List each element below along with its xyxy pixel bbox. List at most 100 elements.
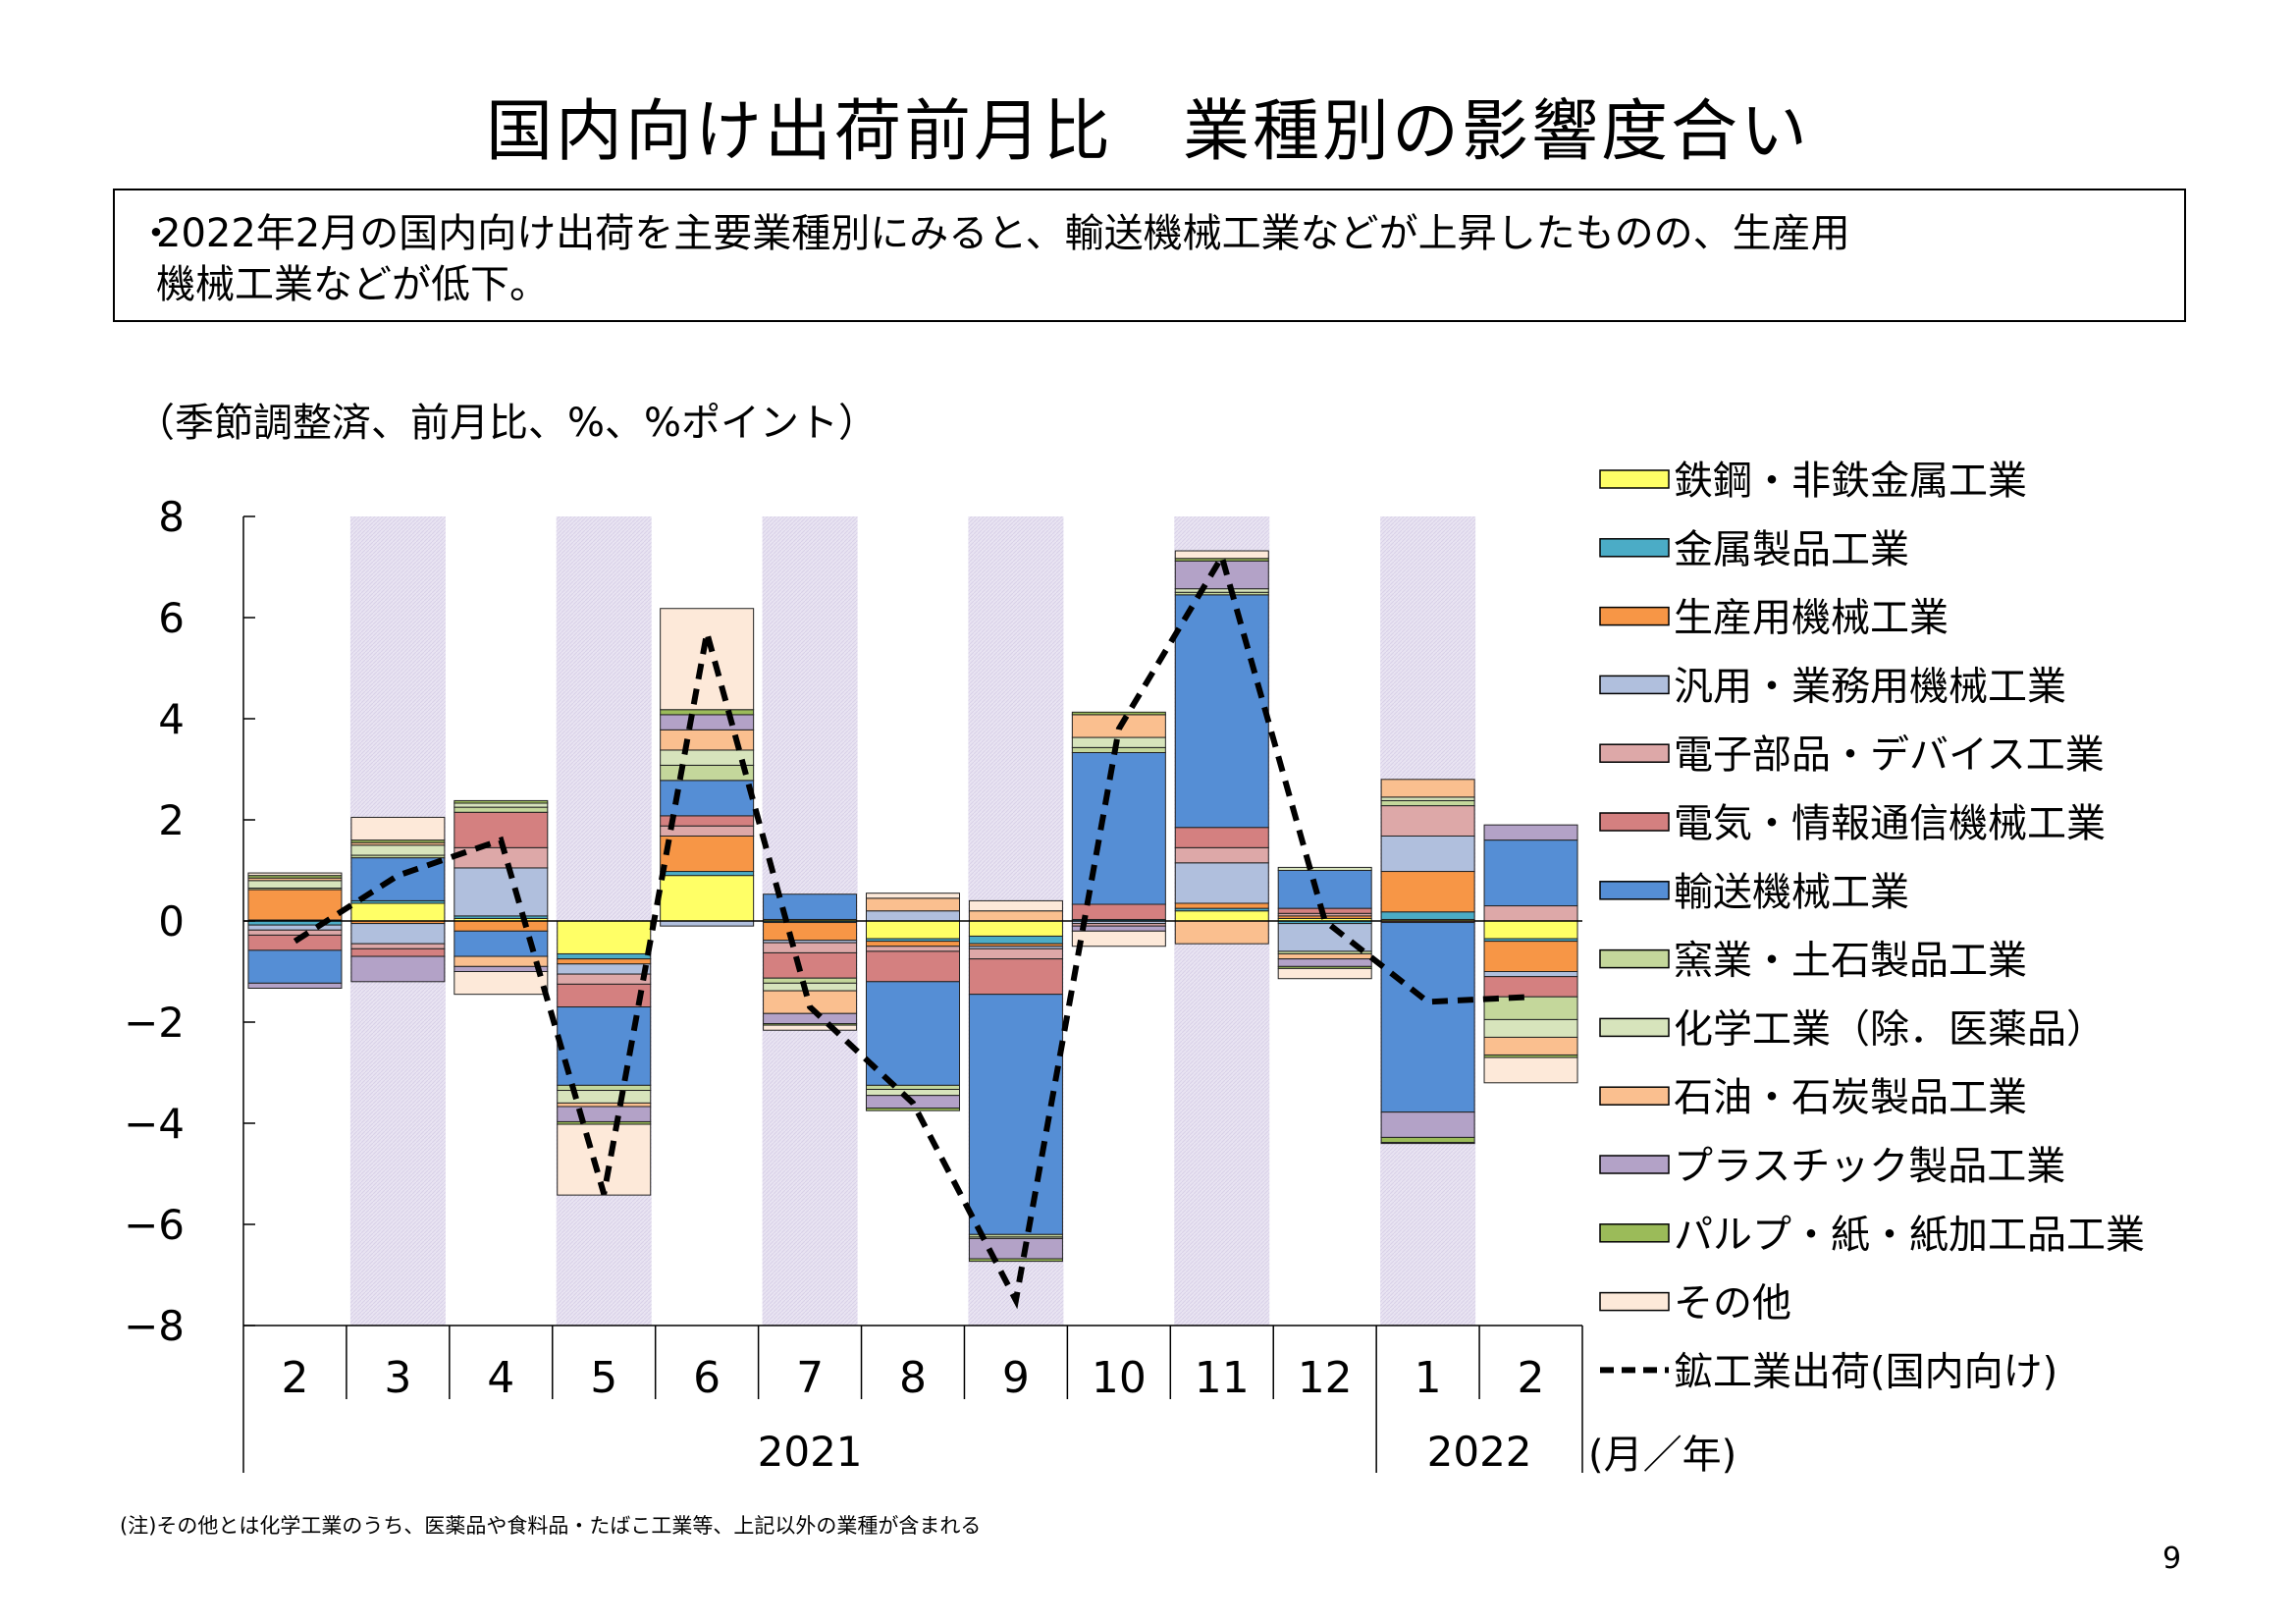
x-tick-label: 12 [1298, 1353, 1353, 1403]
x-tick-label: 3 [384, 1353, 411, 1403]
bar-segment [660, 714, 755, 731]
unit-note: （季節調整済、前月比、%、%ポイント） [135, 401, 878, 446]
footnote: (注)その他とは化学工業のうち、医薬品や食料品・たばこ工業等、上記以外の業種が含… [120, 1514, 982, 1538]
legend-swatch [1599, 948, 1670, 969]
x-tick-label: 9 [1002, 1353, 1030, 1403]
x-tick-label: 11 [1195, 1353, 1250, 1403]
bar-segment [454, 920, 549, 932]
bar-segment [866, 981, 960, 1086]
y-tick-label: 2 [158, 796, 185, 844]
bar-segment [1174, 920, 1269, 945]
x-tick-label: 1 [1415, 1353, 1442, 1403]
y-tick-label: 0 [158, 897, 185, 946]
legend-label: 電気・情報通信機械工業 [1674, 801, 2106, 846]
bar-segment [1174, 862, 1269, 904]
bar-segment [247, 949, 343, 984]
legend-swatch [1599, 538, 1670, 558]
bar-segment [1071, 711, 1166, 716]
bar-segment [247, 934, 343, 951]
bar-segment [1380, 799, 1475, 807]
stacked-bars [247, 550, 1578, 1263]
legend-swatch [1599, 606, 1670, 626]
bar-segment [660, 764, 755, 782]
bar-segment [557, 952, 652, 960]
legend-label: 生産用機械工業 [1674, 596, 1949, 641]
bar-segment [1483, 971, 1578, 978]
x-tick-label: 6 [693, 1353, 721, 1403]
bar-segment [1483, 976, 1578, 998]
bar-segment [454, 799, 549, 804]
summary-line-1: ・ 2022年2月の国内向け出荷を主要業種別にみると、輸送機械工業などが上昇した… [134, 208, 2164, 259]
year-label: 2022 [1427, 1428, 1532, 1476]
y-tick-label: −8 [124, 1302, 185, 1350]
y-tick-label: 4 [158, 695, 185, 743]
bar-segment [968, 910, 1063, 922]
page-title: 国内向け出荷前月比 業種別の影響度合い [485, 93, 1810, 171]
bar-segment [1380, 779, 1475, 798]
bar-segment [1380, 796, 1475, 801]
legend-label: 化学工業（除．医薬品） [1674, 1006, 2106, 1052]
bar-segment [1483, 1056, 1578, 1084]
bar-segment [1380, 922, 1475, 1113]
total-line [293, 549, 1531, 1310]
bar-segment [968, 994, 1063, 1235]
bar-segment [350, 943, 446, 949]
legend-swatch [1599, 881, 1670, 900]
x-tick-label: 7 [796, 1353, 824, 1403]
bar-segment [247, 929, 343, 936]
bar-segment [866, 1084, 960, 1090]
x-tick-label: 10 [1092, 1353, 1147, 1403]
bar-segment [350, 947, 446, 957]
bar-segment [1071, 752, 1166, 905]
summary-text-1: 2022年2月の国内向け出荷を主要業種別にみると、輸送機械工業などが上昇したもの… [156, 211, 1850, 256]
x-tick-label: 8 [899, 1353, 927, 1403]
bar-segment [763, 951, 858, 979]
bar-segment [1380, 1136, 1475, 1144]
bar-segment [350, 902, 446, 922]
x-tick-label: 4 [487, 1353, 514, 1403]
legend-label: その他 [1674, 1281, 1791, 1326]
legend-swatch [1599, 1017, 1670, 1038]
summary-box: ・ 2022年2月の国内向け出荷を主要業種別にみると、輸送機械工業などが上昇した… [113, 189, 2186, 322]
bar-segment [1174, 550, 1269, 560]
bar-segment [454, 971, 549, 996]
bar-segment [1277, 967, 1372, 980]
summary-line-2: 機械工業などが低下。 [134, 259, 2164, 310]
bar-segment [968, 935, 1063, 945]
legend-swatch [1599, 743, 1670, 763]
bar-segment [1174, 910, 1269, 922]
total-shipments-line [293, 549, 1531, 1310]
bar-segment [454, 802, 549, 808]
bar-segment [866, 893, 960, 899]
bar-segment [350, 955, 446, 983]
bar-segment [1483, 941, 1578, 972]
bar-segment [557, 1123, 652, 1196]
bar-segment [968, 1258, 1063, 1263]
bar-segment [1277, 870, 1372, 909]
bar-segment [866, 1088, 960, 1097]
bar-segment [763, 942, 858, 953]
legend-swatch [1599, 1155, 1670, 1174]
bar-segment [1483, 920, 1578, 940]
legend: 鉄鋼・非鉄金属工業金属製品工業生産用機械工業汎用・業務用機械工業電子部品・デバイ… [1599, 459, 2145, 1394]
y-tick-label: 8 [158, 493, 185, 541]
bar-segment [1071, 746, 1166, 754]
bar-segment [1483, 824, 1578, 841]
legend-label: 輸送機械工業 [1674, 870, 1909, 915]
bar-segment [247, 924, 343, 931]
bar-segment [660, 875, 755, 922]
bar-segment [1277, 866, 1372, 871]
bar-segment [763, 1012, 858, 1025]
legend-label: 石油・石炭製品工業 [1674, 1075, 2027, 1120]
bar-segment [1483, 1036, 1578, 1056]
bar-segment [557, 1102, 652, 1108]
x-tick-label: 2 [1518, 1353, 1545, 1403]
bar-segment [557, 1106, 652, 1122]
bar-segment [763, 977, 858, 984]
x-axis-unit-label: (月／年) [1588, 1433, 1736, 1478]
y-tick-label: −4 [124, 1100, 185, 1148]
legend-swatch [1599, 1223, 1670, 1243]
bar-segment [557, 973, 652, 985]
legend-swatch [1599, 469, 1670, 489]
